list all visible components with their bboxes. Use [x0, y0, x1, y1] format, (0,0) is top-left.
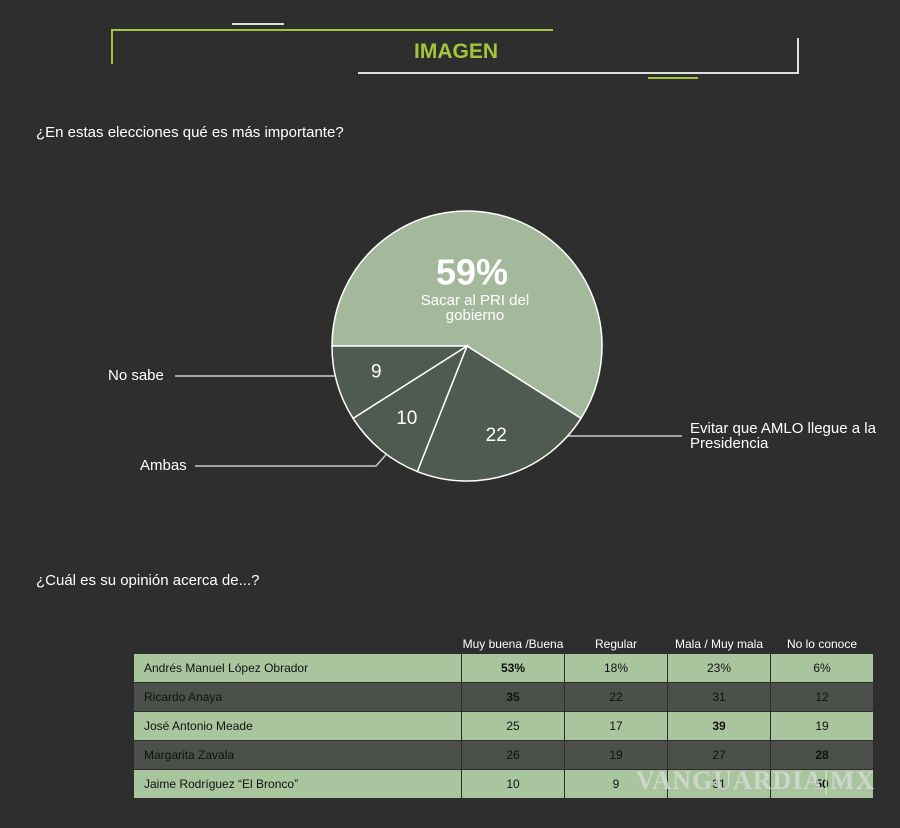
pie-chart: 59% 22 10 9 — [331, 210, 603, 482]
header-cell — [134, 615, 462, 654]
value-label: 10 — [396, 408, 417, 429]
table-cell: 27 — [667, 740, 771, 770]
table-cell: 19 — [770, 711, 874, 741]
column-header: Regular — [594, 637, 638, 651]
row-name: Andrés Manuel López Obrador — [133, 653, 462, 683]
table-row: Jaime Rodríguez “El Bronco” 10 9 31 50 — [133, 769, 874, 799]
table-cell: 9 — [564, 769, 668, 799]
row-name: Ricardo Anaya — [133, 682, 462, 712]
row-name: Margarita Zavala — [133, 740, 462, 770]
table-cell: 22 — [564, 682, 668, 712]
watermark: VANGUARDIA|MX — [636, 766, 876, 795]
table-cell: 17 — [564, 711, 668, 741]
pie-slice — [351, 344, 469, 473]
table-cell: 18% — [564, 653, 668, 683]
table-cell: 6% — [770, 653, 874, 683]
table-row: Andrés Manuel López Obrador 53% 18% 23% 6% — [133, 653, 874, 683]
table-cell: 31 — [667, 769, 771, 799]
table-cell: 53% — [461, 653, 565, 683]
row-name: Jaime Rodríguez “El Bronco” — [133, 769, 462, 799]
table-cell: 35 — [461, 682, 565, 712]
pie-slice — [331, 345, 470, 420]
header-title: IMAGEN — [414, 40, 498, 63]
table-cell: 31 — [667, 682, 771, 712]
value-label: 22 — [486, 425, 507, 446]
table-cell: 23% — [667, 653, 771, 683]
column-header: No lo conoce — [786, 637, 858, 651]
value-label: 59% — [436, 252, 508, 293]
table-cell: 28 — [770, 740, 874, 770]
column-header: Mala / Muy mala — [674, 637, 764, 651]
category-label: Ambas — [140, 457, 187, 474]
table-cell: 10 — [461, 769, 565, 799]
pie-slice — [331, 210, 603, 420]
column-header: Muy buena /Buena — [462, 637, 564, 651]
table-cell: 25 — [461, 711, 565, 741]
table-cell: 12 — [770, 682, 874, 712]
header-row: Muy buena /Buena Regular Mala / Muy mala No… — [134, 615, 874, 654]
table-cell: 19 — [564, 740, 668, 770]
table-cell: 26 — [461, 740, 565, 770]
table-cell: 50 — [770, 769, 874, 799]
opinion-table: Muy buena /Buena Regular Mala / Muy mala No… — [133, 615, 874, 799]
pie-slice — [416, 344, 583, 482]
category-label: No sabe — [108, 367, 164, 384]
row-name: José Antonio Meade — [133, 711, 462, 741]
category-label: Sacar al PRI del gobierno — [420, 292, 530, 324]
question: ¿En estas elecciones qué es más importan… — [36, 124, 344, 141]
table-title: ¿Cuál es su opinión acerca de...? — [36, 572, 260, 589]
table-row: Margarita Zavala 26 19 27 28 — [133, 740, 874, 770]
table-cell: 39 — [667, 711, 771, 741]
table-row: Ricardo Anaya 35 22 31 12 — [133, 682, 874, 712]
value-label: 9 — [371, 361, 382, 382]
table-row: José Antonio Meade 25 17 39 19 — [133, 711, 874, 741]
category-label: Evitar que AMLO llegue a la Presidencia — [690, 420, 876, 452]
